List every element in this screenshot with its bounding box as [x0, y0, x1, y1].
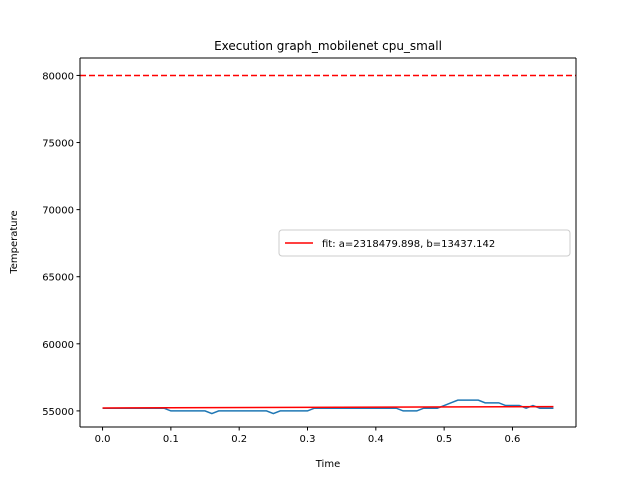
y-axis-ticks: 55000 60000 65000 70000 75000 80000: [42, 71, 80, 418]
temperature-series-line: [102, 399, 554, 415]
x-tick-label: 0.6: [505, 434, 521, 445]
chart-title: Execution graph_mobilenet cpu_small: [214, 39, 442, 53]
x-tick-label: 0.2: [231, 434, 247, 445]
y-tick-label: 75000: [42, 139, 74, 150]
y-tick-label: 80000: [42, 71, 74, 82]
legend-box: [278, 229, 571, 257]
x-tick-label: 0.0: [95, 434, 111, 445]
y-axis-label: Temperature: [9, 210, 20, 274]
legend-label-fit: fit: a=2318479.898, b=13437.142: [322, 239, 495, 250]
y-tick-label: 60000: [42, 340, 74, 351]
x-tick-label: 0.4: [368, 434, 384, 445]
x-tick-label: 0.3: [300, 434, 316, 445]
y-tick-label: 65000: [42, 273, 74, 284]
fit-line: [102, 405, 554, 409]
x-axis-ticks: 0.0 0.1 0.2 0.3 0.4 0.5 0.6: [95, 427, 521, 445]
legend: fit: a=2318479.898, b=13437.142: [278, 229, 571, 257]
x-axis-label: Time: [315, 459, 340, 470]
x-tick-label: 0.1: [163, 434, 179, 445]
y-tick-label: 70000: [42, 206, 74, 217]
axes-frame: [79, 57, 577, 428]
series-layer: [80, 74, 576, 415]
y-tick-label: 55000: [42, 407, 74, 418]
x-tick-label: 0.5: [436, 434, 452, 445]
